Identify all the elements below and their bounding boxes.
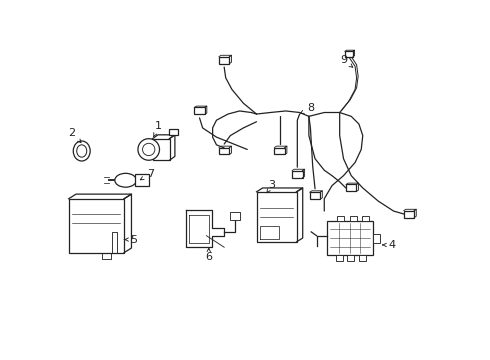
Bar [346,184,356,192]
Bar [219,148,229,154]
Bar [274,148,285,154]
Ellipse shape [138,139,159,160]
Bar [359,255,366,261]
Bar [404,211,414,217]
Bar [257,192,296,242]
Bar [373,234,380,243]
Bar [195,108,205,114]
Text: 8: 8 [300,103,314,113]
Bar [292,171,302,177]
Bar [362,216,369,221]
Bar [336,255,343,261]
Bar [135,174,148,186]
Ellipse shape [77,145,87,157]
Ellipse shape [73,141,90,161]
Bar [347,255,354,261]
Text: 6: 6 [205,248,212,262]
Text: 3: 3 [267,180,275,193]
Bar [310,192,320,199]
Bar [152,139,170,160]
Bar [69,199,124,253]
Text: 9: 9 [340,55,353,67]
Bar [219,57,229,64]
Bar [337,216,344,221]
Text: 2: 2 [68,127,81,143]
Bar [230,212,240,220]
Bar [326,221,373,255]
Text: 5: 5 [124,235,137,244]
Bar [350,216,357,221]
Text: 4: 4 [383,240,395,250]
Text: 7: 7 [140,169,154,180]
Bar [345,51,353,57]
Text: 1: 1 [153,121,162,137]
Ellipse shape [143,143,155,156]
Bar [169,129,178,135]
Ellipse shape [115,173,136,187]
